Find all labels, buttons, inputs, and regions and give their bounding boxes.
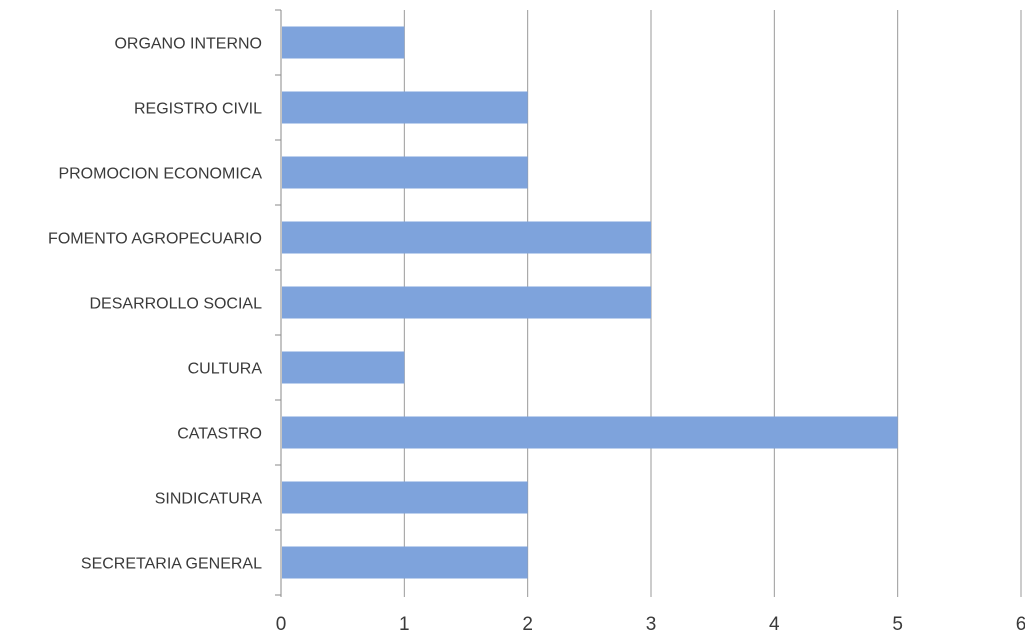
category-label-desarrollo-social: DESARROLLO SOCIAL <box>90 296 263 313</box>
value-axis-ticks: 0 1 2 3 4 5 6 <box>276 614 1025 635</box>
category-label-secretaria-general: SECRETARIA GENERAL <box>81 556 262 573</box>
category-label-catastro: CATASTRO <box>177 426 262 443</box>
x-tick-label-6: 6 <box>1016 614 1025 635</box>
bar-cultura <box>282 351 405 384</box>
bar-promocion-economica <box>282 156 528 189</box>
x-tick-label-4: 4 <box>769 614 780 635</box>
category-label-promocion-economica: PROMOCION ECONOMICA <box>58 166 262 183</box>
category-label-cultura: CULTURA <box>188 361 263 378</box>
x-tick-label-3: 3 <box>646 614 657 635</box>
x-tick-label-0: 0 <box>276 614 287 635</box>
category-label-sindicatura: SINDICATURA <box>155 491 263 508</box>
bar-organo-interno <box>282 26 405 59</box>
category-labels: ORGANO INTERNO REGISTRO CIVIL PROMOCION EC… <box>48 36 262 573</box>
category-label-fomento-agropecuario: FOMENTO AGROPECUARIO <box>48 231 262 248</box>
category-label-registro-civil: REGISTRO CIVIL <box>134 101 262 118</box>
bar-catastro <box>282 416 898 449</box>
bar-registro-civil <box>282 91 528 124</box>
bar-fomento-agropecuario <box>282 221 651 254</box>
bar-secretaria-general <box>282 546 528 579</box>
x-tick-label-2: 2 <box>522 614 533 635</box>
category-label-organo-interno: ORGANO INTERNO <box>114 36 262 53</box>
x-tick-label-5: 5 <box>892 614 903 635</box>
x-tick-label-1: 1 <box>399 614 410 635</box>
bars <box>282 26 898 579</box>
bar-sindicatura <box>282 481 528 514</box>
category-axis <box>275 9 282 597</box>
bar-desarrollo-social <box>282 286 651 319</box>
